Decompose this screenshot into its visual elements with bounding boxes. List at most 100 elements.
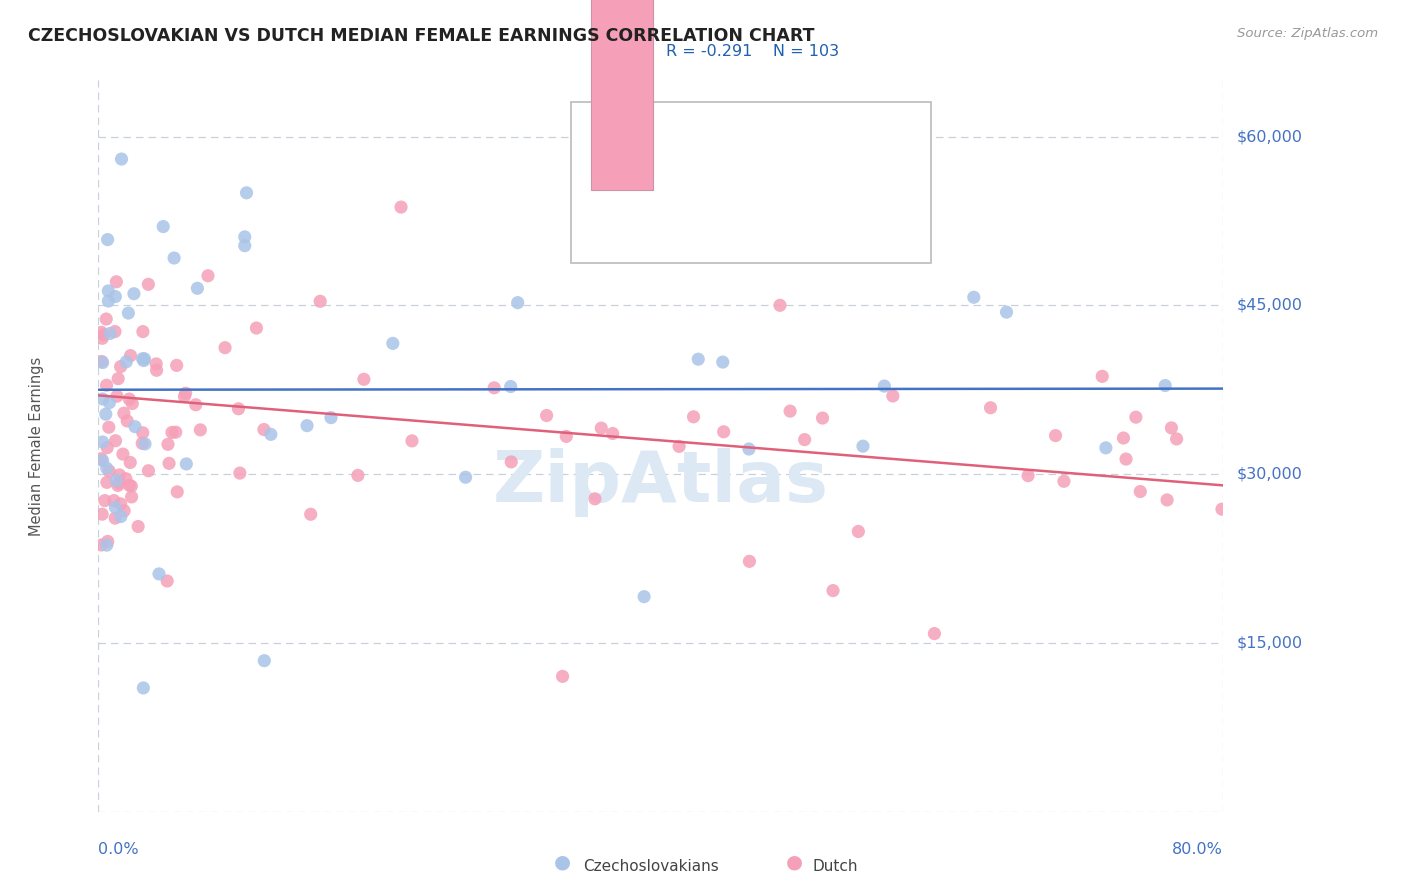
Point bbox=[120, 479, 142, 493]
Point bbox=[96, 312, 118, 326]
Point bbox=[591, 421, 613, 435]
Point bbox=[389, 200, 412, 214]
Point bbox=[90, 326, 112, 340]
Text: Czechoslovakians: Czechoslovakians bbox=[583, 859, 720, 874]
Point bbox=[846, 524, 869, 539]
Point bbox=[214, 341, 236, 355]
Point bbox=[94, 493, 117, 508]
Text: $30,000: $30,000 bbox=[1237, 467, 1303, 482]
Point bbox=[163, 251, 186, 265]
Point bbox=[245, 321, 267, 335]
Point bbox=[132, 325, 155, 339]
Point bbox=[253, 423, 276, 437]
Point bbox=[260, 427, 283, 442]
Point bbox=[253, 654, 276, 668]
Point bbox=[98, 464, 121, 478]
Point bbox=[873, 379, 896, 393]
Point bbox=[682, 409, 704, 424]
Point bbox=[995, 305, 1018, 319]
Point bbox=[131, 436, 153, 450]
Point bbox=[107, 372, 129, 386]
Point bbox=[145, 357, 167, 371]
Point bbox=[501, 455, 523, 469]
Point bbox=[108, 476, 131, 491]
Point bbox=[233, 230, 256, 244]
Point bbox=[454, 470, 477, 484]
Point bbox=[979, 401, 1001, 415]
Point bbox=[104, 511, 127, 525]
Point bbox=[115, 355, 138, 369]
Point bbox=[401, 434, 423, 448]
Point bbox=[963, 290, 986, 304]
Text: Source: ZipAtlas.com: Source: ZipAtlas.com bbox=[1237, 27, 1378, 40]
Point bbox=[91, 435, 114, 450]
Point bbox=[1112, 431, 1135, 445]
Point bbox=[157, 456, 180, 470]
Point bbox=[96, 538, 118, 552]
Text: Median Female Earnings: Median Female Earnings bbox=[30, 357, 44, 535]
Point bbox=[105, 474, 128, 488]
Point bbox=[769, 298, 792, 312]
Point bbox=[110, 509, 132, 524]
Point bbox=[499, 379, 522, 393]
Point bbox=[165, 425, 187, 440]
Point bbox=[110, 359, 132, 374]
Point bbox=[882, 389, 904, 403]
Point bbox=[197, 268, 219, 283]
Point bbox=[186, 281, 208, 295]
Point bbox=[811, 411, 834, 425]
Point bbox=[93, 327, 115, 342]
Point bbox=[152, 219, 174, 234]
Point bbox=[105, 275, 128, 289]
Point bbox=[110, 497, 132, 511]
Point bbox=[127, 519, 149, 533]
Point bbox=[121, 396, 143, 410]
Point bbox=[96, 378, 118, 392]
Point bbox=[188, 423, 211, 437]
Point bbox=[299, 508, 322, 522]
Point bbox=[1125, 410, 1147, 425]
Point bbox=[145, 363, 167, 377]
Point bbox=[381, 336, 404, 351]
Point bbox=[91, 392, 114, 406]
FancyBboxPatch shape bbox=[571, 103, 931, 263]
Text: $45,000: $45,000 bbox=[1237, 298, 1303, 313]
Text: $15,000: $15,000 bbox=[1237, 635, 1303, 650]
Point bbox=[115, 414, 138, 428]
Point bbox=[319, 410, 342, 425]
Text: R = -0.291    N = 103: R = -0.291 N = 103 bbox=[666, 44, 839, 59]
Point bbox=[184, 398, 207, 412]
Point bbox=[583, 491, 606, 506]
Point bbox=[779, 404, 801, 418]
Point bbox=[713, 425, 735, 439]
Point bbox=[551, 669, 574, 683]
Point bbox=[347, 468, 370, 483]
Point bbox=[103, 493, 125, 508]
Point bbox=[738, 554, 761, 568]
Point bbox=[1115, 452, 1137, 467]
Point bbox=[104, 434, 127, 448]
Point bbox=[1156, 492, 1178, 507]
Point bbox=[122, 286, 145, 301]
Point bbox=[96, 441, 118, 455]
Point bbox=[1160, 421, 1182, 435]
Point bbox=[668, 439, 690, 453]
Point bbox=[138, 464, 160, 478]
Point bbox=[148, 566, 170, 581]
Point bbox=[295, 418, 318, 433]
Point bbox=[107, 478, 129, 492]
Point bbox=[233, 238, 256, 252]
Point bbox=[176, 457, 198, 471]
Point bbox=[1211, 502, 1233, 516]
Point bbox=[91, 507, 114, 521]
Point bbox=[111, 447, 134, 461]
Point bbox=[602, 426, 624, 441]
Point bbox=[166, 359, 188, 373]
Point bbox=[105, 389, 128, 403]
Point bbox=[97, 534, 120, 549]
Point bbox=[1129, 484, 1152, 499]
Point bbox=[309, 294, 332, 309]
Point bbox=[1091, 369, 1114, 384]
Point bbox=[124, 419, 146, 434]
Point bbox=[114, 472, 136, 486]
